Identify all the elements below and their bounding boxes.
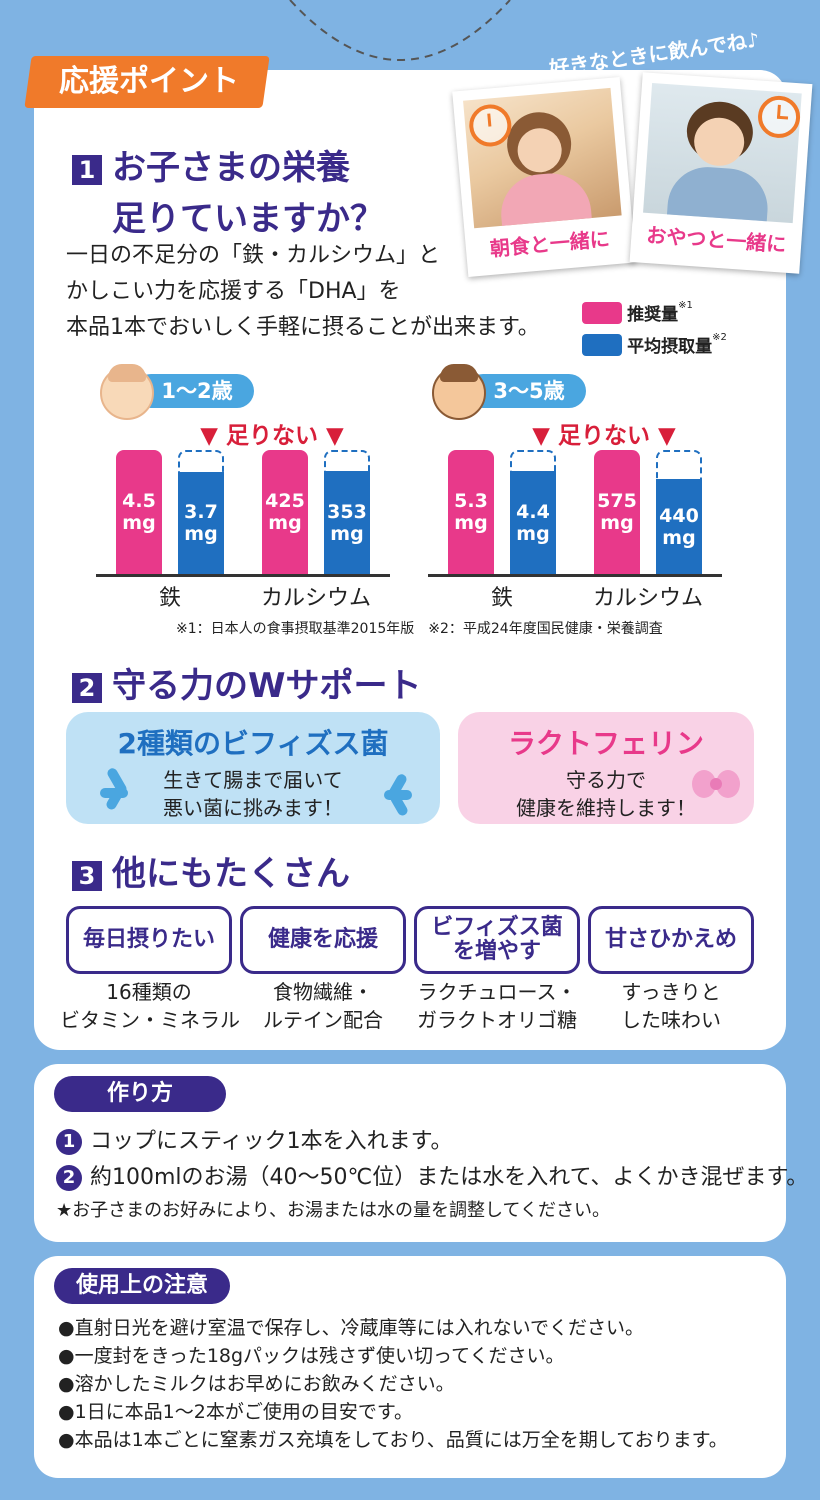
section2-title-text: 守る力のWサポート	[112, 666, 422, 706]
legend-label: 平均摂取量	[627, 337, 713, 357]
bifidus-icon	[384, 774, 412, 816]
bar-recommended: 4.5 mg	[116, 450, 162, 574]
caution-list: ●直射日光を避け室温で保存し、冷蔵庫等には入れないでください。 ●一度封をきった…	[58, 1314, 778, 1454]
bifidus-line2: 悪い菌に挑みます！	[163, 796, 343, 820]
shortage-annotation: ▼ 足りない ▼	[532, 423, 676, 449]
bar-recommended: 425 mg	[262, 450, 308, 574]
footnote: ※1：日本人の食事摂取基準2015年版 ※2：平成24年度国民健康・栄養調査	[176, 621, 663, 637]
shortage-annotation: ▼ 足りない ▼	[200, 423, 344, 449]
step-text: 約100mlのお湯（40～50℃位）または水を入れて、よくかき混ぜます。	[90, 1165, 809, 1190]
bar-value-label: 4.4 mg	[516, 500, 550, 545]
section3-title: 3 他にもたくさん	[72, 846, 350, 895]
chart-baseline	[96, 574, 390, 577]
bar-shortfall-outline	[656, 450, 702, 481]
ribbon-icon	[692, 770, 740, 798]
section-number: 2	[72, 672, 102, 703]
step-text: コップにスティック1本を入れます。	[90, 1129, 453, 1154]
feature-box: ビフィズス菌 を増やす	[414, 906, 580, 974]
lactoferrin-box: ラクトフェリン 守る力で 健康を維持します！	[458, 712, 754, 824]
caution-item: ●溶かしたミルクはお早めにお飲みください。	[58, 1373, 455, 1395]
support-point-label: 応援ポイント	[59, 64, 239, 99]
lactoferrin-line2: 健康を維持します！	[516, 796, 696, 820]
category-label: 鉄	[490, 586, 513, 611]
bar-value-label: 575 mg	[597, 490, 637, 534]
bifidus-box: 2種類のビフィズス菌 生きて腸まで届いて 悪い菌に挑みます！	[66, 712, 440, 824]
body-line: かしこい力を応援する「DHA」を	[66, 279, 401, 304]
section-number: 1	[72, 154, 102, 185]
bar-value-label: 4.5 mg	[122, 490, 156, 534]
age-group-label: 1～2歳	[134, 374, 254, 408]
howto-step: 1 コップにスティック1本を入れます。	[56, 1124, 786, 1160]
feature-description: 16種類の ビタミン・ミネラル	[60, 980, 240, 1032]
legend-swatch-pink	[582, 301, 622, 324]
chart-legend: 推奨量※1 平均摂取量※2	[582, 300, 782, 360]
howto-steps: 1 コップにスティック1本を入れます。 2 約100mlのお湯（40～50℃位）また…	[56, 1124, 808, 1226]
category-label: 鉄	[158, 586, 181, 611]
lactoferrin-line1: 守る力で	[566, 768, 646, 792]
age-group-label: 3～5歳	[466, 374, 586, 408]
chart-baseline	[428, 574, 722, 577]
feature-description: ラクチュロース・ ガラクトオリゴ糖	[417, 980, 577, 1032]
feature-description: 食物繊維・ ルテイン配合	[263, 980, 383, 1032]
bar-shortfall-outline	[178, 450, 224, 475]
feature-box: 健康を応援	[240, 906, 406, 974]
bar-value-label: 5.3 mg	[454, 490, 488, 534]
feature-box: 甘さひかえめ	[588, 906, 754, 974]
bar-average-intake: 3.7 mg	[178, 472, 224, 574]
bar-value-label: 425 mg	[265, 490, 305, 534]
child-body	[497, 170, 592, 226]
bar-recommended: 575 mg	[594, 450, 640, 574]
decorative-arc	[289, 0, 511, 61]
category-label: カルシウム	[592, 586, 703, 611]
section1-title-line2: 足りていますか？	[112, 199, 384, 239]
bar-recommended: 5.3 mg	[448, 450, 494, 574]
bifidus-title: 2種類のビフィズス菌	[117, 727, 389, 760]
howto-step: 2 約100mlのお湯（40～50℃位）または水を入れて、よくかき混ぜます。	[56, 1160, 808, 1196]
body-line: 一日の不足分の「鉄・カルシウム」と	[66, 243, 441, 268]
step-number: 2	[56, 1165, 82, 1191]
category-label: カルシウム	[260, 586, 371, 611]
legend-note: ※2	[712, 332, 727, 343]
body-line: 本品1本でおいしく手軽に摂ることが出来ます。	[66, 315, 540, 340]
caution-item: ●本品は1本ごとに窒素ガス充填をしており、品質には万全を期しております。	[58, 1429, 728, 1451]
legend-note: ※1	[678, 300, 693, 311]
lactoferrin-title: ラクトフェリン	[507, 727, 704, 760]
section3-title-text: 他にもたくさん	[112, 854, 350, 894]
bar-average-intake: 353 mg	[324, 471, 370, 574]
caution-item: ●直射日光を避け室温で保存し、冷蔵庫等には入れないでください。	[58, 1317, 645, 1339]
section1-body: 一日の不足分の「鉄・カルシウム」と かしこい力を応援する「DHA」を 本品1本で…	[66, 238, 566, 346]
bar-average-intake: 440 mg	[656, 479, 702, 574]
step-number: 1	[56, 1129, 82, 1155]
child-face-icon	[432, 364, 486, 420]
photo-snack: おやつと一緒に	[629, 72, 813, 274]
bar-value-label: 3.7 mg	[184, 501, 218, 545]
bar-shortfall-outline	[510, 450, 556, 474]
child-face-icon	[100, 364, 154, 420]
howto-title: 作り方	[54, 1076, 226, 1112]
child-body	[666, 164, 771, 222]
section1-title-line1: お子さまの栄養	[112, 148, 350, 188]
section-number: 3	[72, 860, 102, 891]
howto-note: ★お子さまのお好みにより、お湯または水の量を調整してください。	[56, 1200, 610, 1221]
caution-item: ●一度封をきった18gパックは残さず使い切ってください。	[58, 1345, 565, 1367]
legend-label: 推奨量	[627, 305, 679, 325]
legend-swatch-blue	[582, 333, 622, 356]
bar-value-label: 353 mg	[327, 500, 367, 545]
bar-average-intake: 4.4 mg	[510, 471, 556, 574]
feature-description: すっきりと した味わい	[621, 980, 721, 1032]
photo-snack-caption: おやつと一緒に	[645, 222, 787, 257]
section2-title: 2 守る力のWサポート	[72, 658, 422, 707]
section1-title: 1 お子さまの栄養 足りていますか？	[72, 140, 472, 240]
feature-box: 毎日摂りたい	[66, 906, 232, 974]
bifidus-line1: 生きて腸まで届いて	[163, 768, 343, 792]
bar-shortfall-outline	[324, 450, 370, 474]
caution-item: ●1日に本品1～2本がご使用の目安です。	[58, 1401, 413, 1423]
caution-title: 使用上の注意	[54, 1268, 230, 1304]
bifidus-icon	[100, 768, 128, 810]
bar-value-label: 440 mg	[659, 504, 699, 549]
